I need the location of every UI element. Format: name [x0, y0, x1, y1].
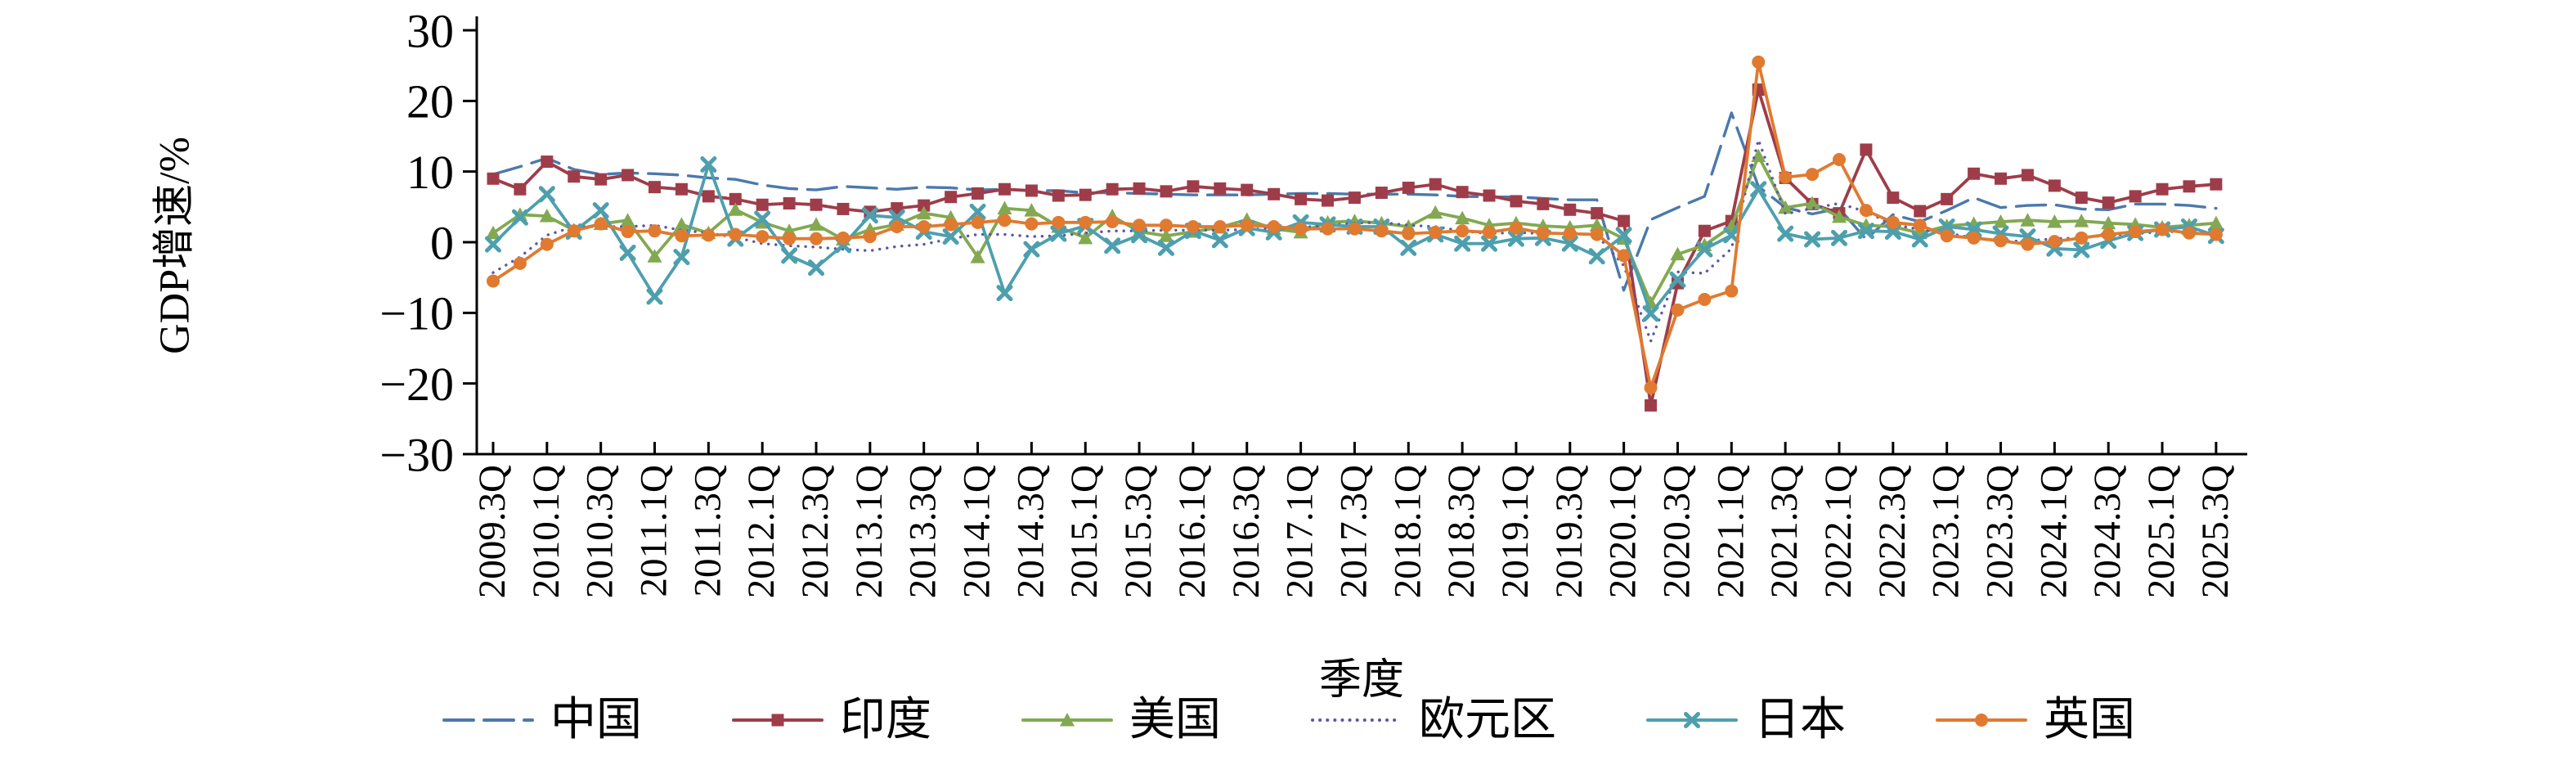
x-tick-label: 2010.1Q	[525, 465, 568, 598]
legend-label: 中国	[550, 695, 642, 745]
x-tick-label: 2014.1Q	[956, 465, 999, 598]
legend-sample-日本	[1646, 712, 1738, 728]
x-tick-label: 2022.3Q	[1871, 465, 1914, 598]
x-tick-label: 2020.3Q	[1655, 465, 1698, 598]
x-tick-label: 2013.3Q	[902, 465, 945, 598]
x-tick-label: 2024.1Q	[2032, 465, 2075, 598]
x-tick-label: 2021.3Q	[1763, 465, 1806, 598]
y-tick-label: 10	[406, 146, 454, 199]
x-tick-label: 2020.1Q	[1602, 465, 1645, 598]
x-tick-label: 2015.3Q	[1117, 465, 1160, 598]
x-tick-label: 2018.1Q	[1386, 465, 1429, 598]
x-tick-label: 2014.3Q	[1009, 465, 1052, 598]
legend-sample-印度	[732, 714, 824, 727]
legend-sample-中国	[442, 718, 534, 722]
x-tick-label: 2010.3Q	[579, 465, 622, 598]
legend-label: 日本	[1754, 695, 1846, 745]
series-英国	[487, 55, 2223, 394]
x-tick-label: 2025.1Q	[2140, 465, 2183, 598]
y-tick-label: −10	[379, 287, 454, 340]
x-tick-label: 2009.3Q	[471, 465, 514, 598]
legend-item-英国: 英国	[1934, 697, 2135, 743]
y-tick-label: 20	[406, 75, 454, 128]
y-tick-label: 30	[406, 4, 454, 57]
x-tick-label: 2016.3Q	[1225, 465, 1268, 598]
x-tick-label: 2017.1Q	[1279, 465, 1322, 598]
x-tick-label: 2011.3Q	[686, 465, 729, 597]
x-tick-label: 2011.1Q	[633, 465, 675, 597]
y-tick-label: 0	[430, 216, 454, 269]
legend-item-美国: 美国	[1020, 697, 1221, 743]
x-tick-label: 2015.1Q	[1063, 465, 1106, 598]
x-tick-label: 2025.3Q	[2194, 465, 2237, 598]
legend-item-中国: 中国	[441, 697, 642, 743]
series-欧元区	[491, 138, 2218, 343]
x-tick-label: 2016.1Q	[1171, 465, 1214, 598]
legend-label: 英国	[2044, 695, 2135, 745]
x-tick-label: 2013.1Q	[848, 465, 891, 598]
y-axis-title: GDP增速/%	[151, 137, 199, 354]
legend-label: 欧元区	[1419, 695, 1556, 745]
x-tick-label: 2019.1Q	[1494, 465, 1537, 598]
x-tick-label: 2024.3Q	[2086, 465, 2129, 598]
legend-label: 印度	[840, 695, 931, 745]
y-tick-label: −30	[379, 428, 454, 481]
x-tick-label: 2021.1Q	[1709, 465, 1752, 598]
x-tick-label: 2023.3Q	[1979, 465, 2022, 598]
series-印度	[487, 83, 2223, 412]
legend-sample-英国	[1936, 714, 2027, 727]
legend-item-欧元区: 欧元区	[1309, 697, 1556, 743]
x-tick-label: 2022.1Q	[1817, 465, 1860, 598]
legend-sample-美国	[1021, 713, 1113, 727]
x-tick-label: 2012.1Q	[740, 465, 783, 598]
legend-label: 美国	[1129, 695, 1221, 745]
x-tick-labels: 2009.3Q 2010.1Q 2010.3Q 2011.1Q 2011.3Q 2012.…	[471, 442, 2237, 598]
x-axis-title: 季度	[1318, 657, 1405, 704]
x-tick-label: 2018.3Q	[1440, 465, 1483, 598]
y-tick-label: −20	[379, 358, 454, 411]
legend-sample-欧元区	[1311, 718, 1402, 722]
legend: 中国 印度 美国 欧元区 日本 英国	[0, 687, 2576, 753]
legend-item-印度: 印度	[730, 697, 931, 743]
x-tick-label: 2012.3Q	[794, 465, 837, 598]
x-tick-label: 2019.3Q	[1548, 465, 1591, 598]
x-tick-label: 2017.3Q	[1332, 465, 1375, 598]
x-tick-label: 2023.1Q	[1925, 465, 1968, 598]
y-tick-labels: 30 20 10 0 −10 −20 −30	[379, 4, 477, 481]
axes	[475, 16, 2247, 456]
legend-item-日本: 日本	[1645, 697, 1846, 743]
